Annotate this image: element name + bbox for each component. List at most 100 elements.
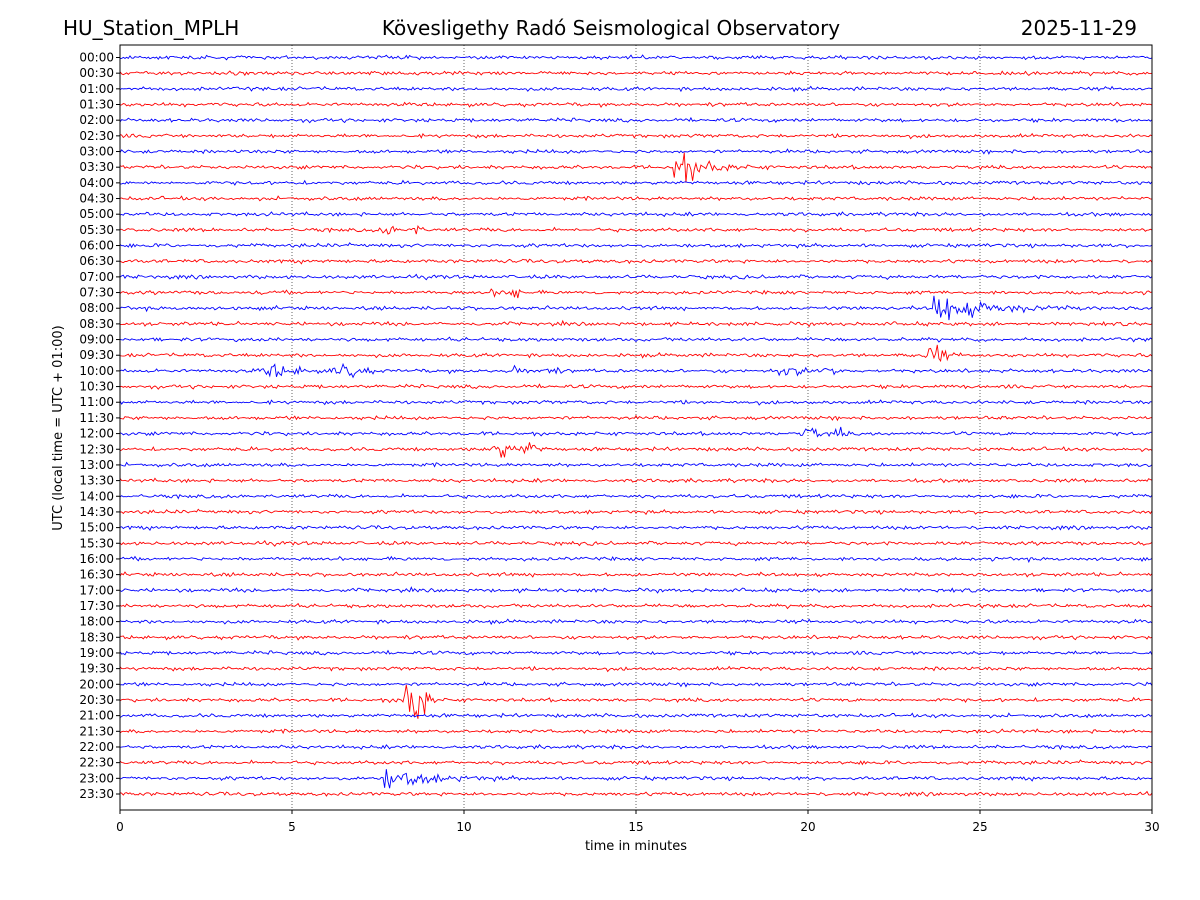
seismic-trace-row [119,442,1153,458]
seismic-trace-row [119,70,1153,77]
seismic-trace-row [119,362,1153,379]
y-tick-label: 08:30 [79,317,114,331]
y-tick-label: 04:00 [79,176,114,190]
seismic-trace-row [119,383,1153,390]
grid-layer [291,45,981,810]
seismic-trace-row [119,634,1153,641]
seismic-trace-row [119,152,1153,183]
y-tick-label: 21:00 [79,709,114,723]
seismic-trace-row [119,242,1153,249]
seismic-trace-row [119,684,1153,719]
x-axis-label: time in minutes [585,839,687,854]
y-tick-label: 16:00 [79,552,114,566]
y-tick-label: 04:30 [79,192,114,206]
y-axis-label: UTC (local time = UTC + 01:00) [51,325,66,530]
y-tick-label: 15:30 [79,536,114,550]
y-tick-label: 20:00 [79,677,114,691]
seismic-trace-row [119,492,1153,500]
y-tick-label: 00:00 [79,51,114,65]
y-tick-label: 05:00 [79,207,114,221]
seismic-trace-row [119,132,1153,140]
x-tick-layer: 0 5 10 15 20 25 30 [116,810,1160,834]
seismic-trace-row [119,116,1153,124]
seismic-trace-row [119,712,1153,719]
y-tick-label: 14:00 [79,489,114,503]
x-tick-label: 5 [288,820,296,834]
seismic-trace-row [119,211,1153,218]
seismic-trace-row [119,477,1153,484]
y-tick-label: 13:00 [79,458,114,472]
seismic-trace-row [119,101,1153,108]
y-tick-label: 03:00 [79,145,114,159]
y-tick-label: 09:30 [79,348,114,362]
seismic-trace-row [119,681,1153,688]
y-tick-label: 14:30 [79,505,114,519]
y-tick-label: 21:30 [79,724,114,738]
trace-layer [119,54,1153,797]
y-tick-label: 23:00 [79,771,114,785]
x-tick-label: 10 [456,820,471,834]
x-tick-label: 30 [1144,820,1159,834]
y-tick-label: 18:00 [79,615,114,629]
seismic-trace-row [119,273,1153,281]
y-tick-label: 01:00 [79,82,114,96]
seismic-trace-row [119,525,1153,532]
y-tick-label: 17:00 [79,583,114,597]
seismic-trace-row [119,288,1153,299]
seismic-trace-row [119,744,1153,751]
y-tick-label: 12:00 [79,427,114,441]
y-tick-label: 06:30 [79,254,114,268]
y-tick-label: 01:30 [79,98,114,112]
y-tick-label: 05:30 [79,223,114,237]
seismic-trace-row [119,319,1153,328]
y-tick-label: 22:00 [79,740,114,754]
seismic-trace-row [119,649,1153,656]
y-tick-label: 16:30 [79,568,114,582]
station-title: HU_Station_MPLH [63,16,240,40]
y-tick-label: 23:30 [79,787,114,801]
y-tick-label: 10:00 [79,364,114,378]
seismic-trace-row [119,571,1153,578]
y-tick-label: 08:00 [79,301,114,315]
y-tick-label: 19:00 [79,646,114,660]
seismic-trace-row [119,602,1153,610]
seismic-trace-row [119,148,1153,155]
seismic-trace-row [119,336,1153,343]
title-bar: HU_Station_MPLH Kövesligethy Radó Seismo… [0,12,1200,44]
seismic-trace-row [119,508,1153,516]
y-tick-label: 06:00 [79,239,114,253]
seismic-trace-row [119,426,1153,438]
seismic-trace-row [119,179,1153,186]
observatory-title: Kövesligethy Radó Seismological Observat… [381,16,841,40]
y-tick-label: 11:00 [79,395,114,409]
seismic-trace-row [119,54,1153,61]
seismic-trace-row [119,344,1153,363]
y-tick-label: 02:30 [79,129,114,143]
y-tick-label: 02:00 [79,113,114,127]
seismic-trace-row [119,769,1153,789]
seismic-trace-row [119,540,1153,547]
y-tick-label: 22:30 [79,756,114,770]
y-tick-label: 10:30 [79,380,114,394]
y-tick-label: 18:30 [79,630,114,644]
y-tick-label: 07:00 [79,270,114,284]
y-tick-label: 00:30 [79,66,114,80]
y-tick-label: 03:30 [79,160,114,174]
y-tick-label: 12:30 [79,442,114,456]
y-tick-label: 19:30 [79,662,114,676]
y-tick-label: 15:00 [79,521,114,535]
seismic-trace-row [119,555,1153,563]
y-tick-label: 11:30 [79,411,114,425]
x-tick-label: 0 [116,820,124,834]
seismic-trace-row [119,586,1153,594]
seismic-trace-row [119,295,1153,321]
y-tick-label: 20:30 [79,693,114,707]
seismic-trace-row [119,258,1153,265]
x-tick-label: 15 [628,820,643,834]
seismic-trace-row [119,461,1153,468]
seismic-trace-row [119,618,1153,626]
date-title: 2025-11-29 [1020,16,1137,40]
seismic-trace-row [119,665,1153,673]
y-tick-label: 07:30 [79,286,114,300]
